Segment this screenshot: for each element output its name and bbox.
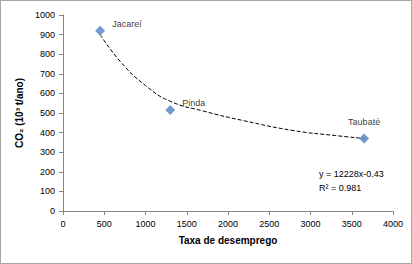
- svg-text:0: 0: [60, 219, 65, 229]
- svg-text:1500: 1500: [177, 219, 197, 229]
- svg-text:4000: 4000: [383, 219, 403, 229]
- svg-text:Pinda: Pinda: [182, 98, 205, 108]
- svg-text:CO₂ (10³ t/ano): CO₂ (10³ t/ano): [14, 78, 25, 148]
- svg-text:900: 900: [40, 30, 55, 40]
- svg-text:100: 100: [40, 186, 55, 196]
- svg-text:3500: 3500: [342, 219, 362, 229]
- svg-text:Jacareí: Jacareí: [112, 19, 142, 29]
- svg-text:600: 600: [40, 88, 55, 98]
- svg-text:1000: 1000: [35, 10, 55, 20]
- svg-text:2500: 2500: [259, 219, 279, 229]
- svg-text:R² = 0.981: R² = 0.981: [319, 183, 361, 193]
- svg-text:1000: 1000: [135, 219, 155, 229]
- svg-text:3000: 3000: [300, 219, 320, 229]
- svg-text:y = 12228x-0.43: y = 12228x-0.43: [319, 169, 384, 179]
- svg-text:200: 200: [40, 167, 55, 177]
- svg-text:400: 400: [40, 128, 55, 138]
- svg-text:2000: 2000: [218, 219, 238, 229]
- svg-text:500: 500: [97, 219, 112, 229]
- svg-text:0: 0: [50, 206, 55, 216]
- svg-text:Taubaté: Taubaté: [348, 117, 380, 127]
- svg-text:300: 300: [40, 147, 55, 157]
- svg-text:500: 500: [40, 108, 55, 118]
- svg-text:700: 700: [40, 69, 55, 79]
- svg-text:Taxa de desemprego: Taxa de desemprego: [179, 235, 278, 246]
- svg-text:800: 800: [40, 49, 55, 59]
